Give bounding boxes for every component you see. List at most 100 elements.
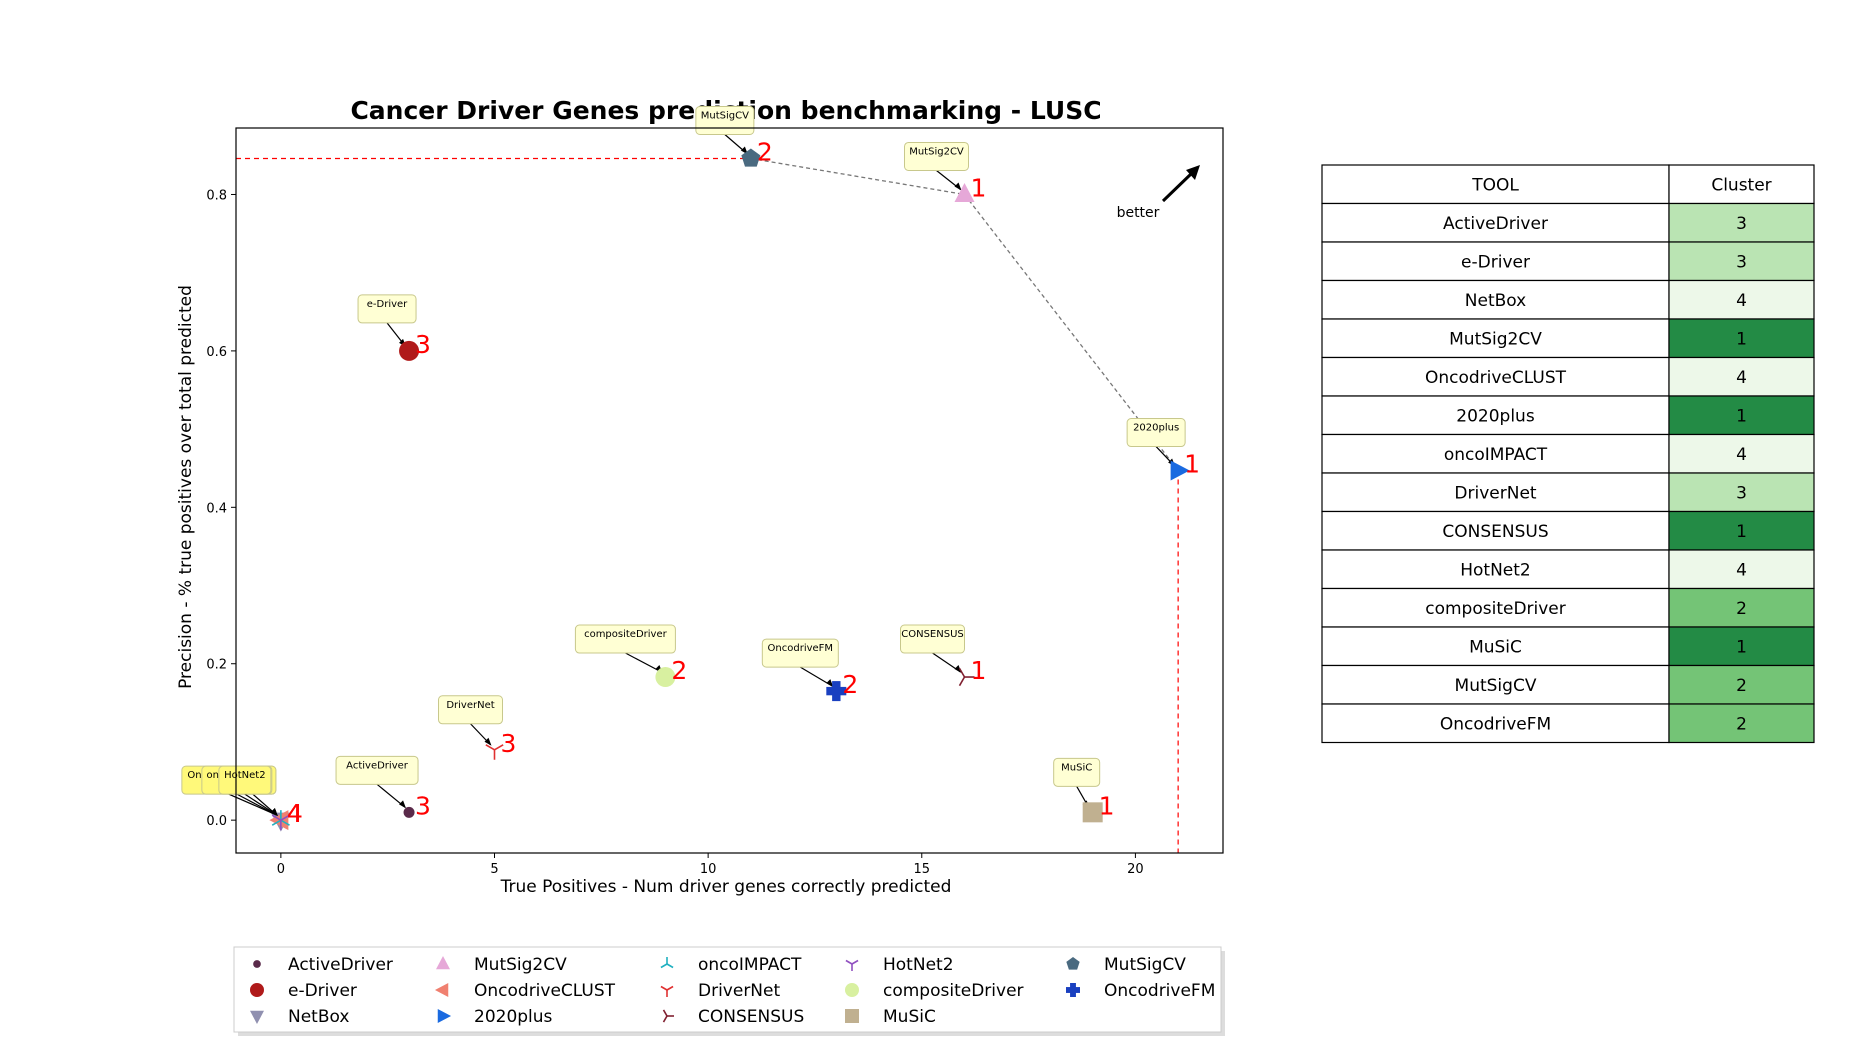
- point-consensus: CONSENSUS 1: [900, 624, 987, 687]
- table-cluster-value: 2: [1736, 676, 1747, 696]
- x-tick-label: 20: [1127, 862, 1144, 877]
- y-tick-label: 0.2: [206, 658, 227, 673]
- point-2020plus: 2020plus 1: [1126, 418, 1200, 481]
- annotation-arrow: [625, 652, 662, 673]
- plot-frame: [235, 127, 1224, 854]
- table-cell-tool: [1321, 626, 1670, 667]
- point-oncodrivefm: OncodriveFM 2: [761, 638, 858, 702]
- table-tool-name: compositeDriver: [1425, 599, 1566, 619]
- annotation-label: OncodriveFM: [768, 643, 834, 654]
- legend-marker: [660, 985, 668, 991]
- y-tick-label: 0.8: [206, 188, 227, 203]
- table-cell-cluster: [1668, 395, 1815, 436]
- table-tool-name: e-Driver: [1461, 252, 1530, 272]
- table-cluster-value: 3: [1736, 252, 1747, 272]
- table-cell-tool: [1321, 510, 1670, 551]
- annotation-box: [357, 294, 417, 324]
- marker-activedriver: [403, 806, 415, 818]
- table-tool-name: OncodriveFM: [1440, 714, 1551, 734]
- legend: ActiveDriver e-Driver NetBox MutSig2CV Oncod…: [233, 946, 1225, 1036]
- annotation-box: [904, 141, 969, 171]
- cluster-label: 4: [287, 799, 303, 828]
- marker-oncoimpact: [280, 819, 290, 826]
- legend-label: oncoIMPACT: [698, 955, 802, 975]
- table-row: OncodriveCLUST 4: [1321, 356, 1815, 397]
- table-cluster-value: 3: [1736, 214, 1747, 234]
- legend-entry-mutsigcv: MutSigCV: [1066, 955, 1186, 975]
- table-cell-tool: [1321, 318, 1670, 359]
- legend-label: ActiveDriver: [288, 955, 393, 975]
- table-tool-name: MutSigCV: [1455, 676, 1537, 696]
- legend-label: compositeDriver: [883, 981, 1024, 1001]
- annotation-arrowhead: [954, 182, 962, 191]
- cluster-label: 3: [415, 330, 431, 359]
- annotation-label: e-Driver: [367, 299, 408, 310]
- annotation-arrow: [236, 793, 278, 816]
- legend-entry-drivernet: DriverNet: [660, 981, 780, 1001]
- legend-marker: [845, 959, 853, 965]
- legend-entry-mutsig2cv: MutSig2CV: [436, 955, 567, 975]
- legend-entry-consensus: CONSENSUS: [662, 1007, 804, 1027]
- annotation-box: [218, 765, 272, 795]
- table-cell-tool: [1321, 664, 1670, 705]
- table-tool-name: DriverNet: [1454, 483, 1536, 503]
- cluster-label: 1: [971, 656, 987, 685]
- table-cluster-value: 2: [1736, 714, 1747, 734]
- better-arrow: [1161, 171, 1194, 203]
- marker-2020plus: [1170, 460, 1190, 481]
- legend-label: MuSiC: [883, 1007, 936, 1027]
- table-row: OncodriveFM 2: [1321, 703, 1815, 744]
- table-tool-name: HotNet2: [1460, 560, 1531, 580]
- table-tool-name: ActiveDriver: [1443, 214, 1548, 234]
- x-tick-label: 0: [277, 862, 285, 877]
- point-hotnet2: HotNet2 4: [218, 765, 303, 831]
- table-header-tool: TOOL: [1471, 175, 1519, 195]
- legend-marker: [250, 1010, 264, 1025]
- legend-entry-oncodriveclust: OncodriveCLUST: [434, 981, 616, 1001]
- table-row: e-Driver 3: [1321, 241, 1815, 282]
- annotation-label: CONSENSUS: [901, 629, 964, 640]
- table-row: HotNet2 4: [1321, 549, 1815, 590]
- table-cell-cluster: [1668, 472, 1815, 513]
- table-cell-cluster: [1668, 549, 1815, 590]
- plot-area: ActiveDriver3e-Driver3NetBox4MutSig2CV1O…: [181, 106, 1224, 877]
- marker-consensus: [958, 676, 966, 687]
- legend-marker: [662, 1015, 668, 1023]
- y-axis-label: Precision - % true positives over total …: [176, 285, 196, 689]
- table-header-row: TOOL Cluster: [1321, 164, 1815, 205]
- table-tool-name: NetBox: [1465, 291, 1526, 311]
- x-tick-label: 15: [913, 862, 930, 877]
- legend-entry-hotnet2: HotNet2: [845, 955, 954, 975]
- annotation-label: DriverNet: [446, 700, 494, 711]
- table-row: oncoIMPACT 4: [1321, 433, 1815, 474]
- table-cell-cluster: [1668, 318, 1815, 359]
- legend-label: CONSENSUS: [698, 1007, 804, 1027]
- table-tool-name: MutSig2CV: [1449, 329, 1542, 349]
- table-cell-cluster: [1668, 664, 1815, 705]
- annotation-arrowhead: [954, 665, 962, 674]
- table-cluster-value: 3: [1736, 483, 1747, 503]
- y-tick-label: 0.6: [206, 345, 227, 360]
- legend-entry-2020plus: 2020plus: [437, 1007, 553, 1027]
- table-cluster-value: 2: [1736, 599, 1747, 619]
- annotation-label: compositeDriver: [584, 629, 668, 640]
- cluster-label: 1: [1184, 450, 1200, 479]
- legend-label: MutSig2CV: [474, 955, 567, 975]
- table-row: MutSigCV 2: [1321, 664, 1815, 705]
- annotation-box: [761, 638, 839, 668]
- legend-marker: [250, 983, 264, 997]
- legend-marker: [662, 1009, 668, 1017]
- point-compositedriver: compositeDriver 2: [574, 624, 687, 688]
- legend-marker: [1070, 983, 1076, 997]
- legend-entry-compositedriver: compositeDriver: [845, 981, 1024, 1001]
- legend-marker: [434, 983, 449, 997]
- legend-entry-e-driver: e-Driver: [250, 981, 357, 1001]
- legend-entry-activedriver: ActiveDriver: [253, 955, 393, 975]
- cluster-label: 1: [1099, 791, 1115, 820]
- annotation-label: ActiveDriver: [346, 760, 409, 771]
- table-cluster-value: 4: [1736, 445, 1747, 465]
- data-points: ActiveDriver3e-Driver3NetBox4MutSig2CV1O…: [181, 106, 1200, 832]
- cluster-label: 3: [415, 791, 431, 820]
- legend-marker: [1066, 957, 1080, 970]
